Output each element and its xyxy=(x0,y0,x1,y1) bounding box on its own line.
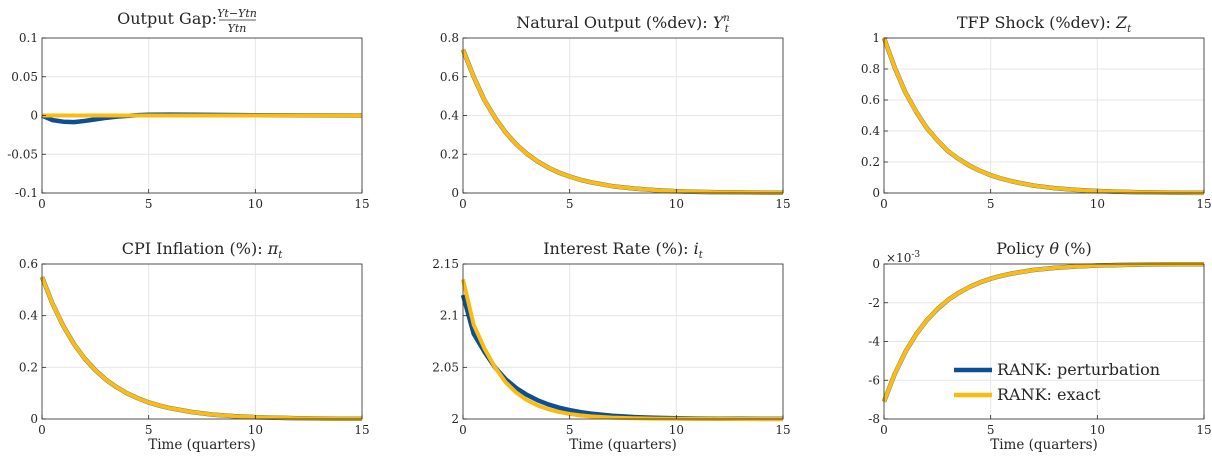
y-tick-label: 2.05 xyxy=(432,360,459,374)
x-tick-label: 5 xyxy=(566,423,574,437)
y-tick-label: -0.05 xyxy=(7,147,38,161)
axes-box xyxy=(41,263,363,420)
y-tick-label: 0.2 xyxy=(440,147,459,161)
x-tick-label: 10 xyxy=(669,197,684,211)
legend-label: RANK: exact xyxy=(997,385,1101,404)
y-tick-label: 0 xyxy=(451,186,459,200)
legend-label: RANK: perturbation xyxy=(997,360,1160,379)
chart-panel-6: 0 5 10 15 -8 -6 -4 -2 0 ×10-3 Policy θ (%) Time (qu… xyxy=(868,239,1211,453)
y-tick-label: -8 xyxy=(868,412,880,426)
chart-panel-3: 0 5 10 15 0 0.2 0.4 0.6 0.8 1 TFP Shock (%dev): Zt xyxy=(861,13,1212,211)
chart-panel-2: 0 5 10 15 0 0.2 0.4 0.6 0.8 Natural Output (%dev)… xyxy=(440,13,791,211)
chart-panel-1: 0 5 10 15 -0.1 -0.05 0 0.05 0.1 Output Gap: Yt−Yt… xyxy=(7,7,369,211)
x-tick-label: 10 xyxy=(1090,197,1105,211)
x-tick-label: 0 xyxy=(880,197,888,211)
plot-area xyxy=(463,264,783,419)
series-line-exact xyxy=(461,48,784,195)
x-tick-label: 0 xyxy=(459,423,467,437)
legend: RANK: perturbation RANK: exact xyxy=(954,360,1160,404)
plot-area xyxy=(884,38,1204,193)
x-tick-label: 10 xyxy=(1090,423,1105,437)
y-tick-label: 2.1 xyxy=(440,309,459,323)
y-tick-label: -4 xyxy=(868,335,880,349)
series-line-exact xyxy=(40,276,362,421)
chart-title: CPI Inflation (%): πt xyxy=(122,239,284,261)
x-tick-label: 15 xyxy=(775,197,790,211)
x-tick-label: 0 xyxy=(459,197,467,211)
chart-title: Output Gap: xyxy=(117,9,217,28)
x-tick-label: 5 xyxy=(987,423,995,437)
chart-title: Natural Output (%dev): Ynt​ xyxy=(516,13,730,35)
x-tick-label: 10 xyxy=(248,197,263,211)
y-tick-label: 0.4 xyxy=(440,109,459,123)
y-tick-label: 0.2 xyxy=(19,360,38,374)
chart-title: Policy θ (%) xyxy=(996,239,1092,258)
x-tick-label: 0 xyxy=(38,197,46,211)
y-tick-label: 2 xyxy=(451,412,459,426)
y-tick-label: 0.1 xyxy=(19,31,38,45)
y-tick-label: 2.15 xyxy=(432,257,459,271)
y-tick-label: 0.6 xyxy=(440,70,459,84)
x-tick-label: 15 xyxy=(1196,197,1211,211)
chart-title: Interest Rate (%): it xyxy=(543,239,704,261)
x-tick-label: 15 xyxy=(354,423,369,437)
chart-panel-4: 0 5 10 15 0 0.2 0.4 0.6 CPI Inflation (%): πt Tim… xyxy=(19,239,370,453)
x-tick-label: 10 xyxy=(248,423,263,437)
x-tick-label: 0 xyxy=(38,423,46,437)
y-axis-multiplier: ×10-3 xyxy=(886,250,920,265)
y-tick-label: 0 xyxy=(872,186,880,200)
series-line-exact xyxy=(882,262,1204,403)
x-tick-label: 5 xyxy=(145,423,153,437)
y-tick-label: 0.05 xyxy=(11,70,38,84)
x-axis-label: Time (quarters) xyxy=(569,437,677,453)
y-tick-label: 0 xyxy=(30,109,38,123)
x-tick-label: 0 xyxy=(880,423,888,437)
y-tick-label: 0.6 xyxy=(861,93,880,107)
y-tick-label: 0.4 xyxy=(19,309,38,323)
y-tick-label: -0.1 xyxy=(15,186,38,200)
y-tick-label: 0.8 xyxy=(861,62,880,76)
x-tick-label: 5 xyxy=(987,197,995,211)
y-tick-label: -2 xyxy=(868,296,880,310)
title-fraction-numerator: Yt−Ytn xyxy=(217,7,257,20)
x-tick-label: 15 xyxy=(1196,423,1211,437)
series-line-exact xyxy=(882,37,1205,195)
plot-area xyxy=(42,264,362,419)
x-axis-label: Time (quarters) xyxy=(990,437,1098,453)
x-tick-label: 10 xyxy=(669,423,684,437)
y-tick-label: 1 xyxy=(872,31,880,45)
y-tick-label: 0.8 xyxy=(440,31,459,45)
chart-panel-5: 0 5 10 15 2 2.05 2.1 2.15 Interest Rate (%): it T… xyxy=(432,239,790,453)
title-fraction-denominator: Ytn xyxy=(228,22,247,35)
y-tick-label: -6 xyxy=(868,373,880,387)
chart-title: TFP Shock (%dev): Zt xyxy=(957,13,1132,35)
y-tick-label: 0 xyxy=(872,257,880,271)
x-axis-label: Time (quarters) xyxy=(148,437,256,453)
y-tick-label: 0.2 xyxy=(861,155,880,169)
x-tick-label: 15 xyxy=(354,197,369,211)
axes-box xyxy=(883,37,1205,194)
y-tick-label: 0 xyxy=(30,412,38,426)
x-tick-label: 5 xyxy=(145,197,153,211)
x-tick-label: 15 xyxy=(775,423,790,437)
x-tick-label: 5 xyxy=(566,197,574,211)
y-tick-label: 0.6 xyxy=(19,257,38,271)
axes-box xyxy=(462,263,784,420)
y-tick-label: 0.4 xyxy=(861,124,880,138)
